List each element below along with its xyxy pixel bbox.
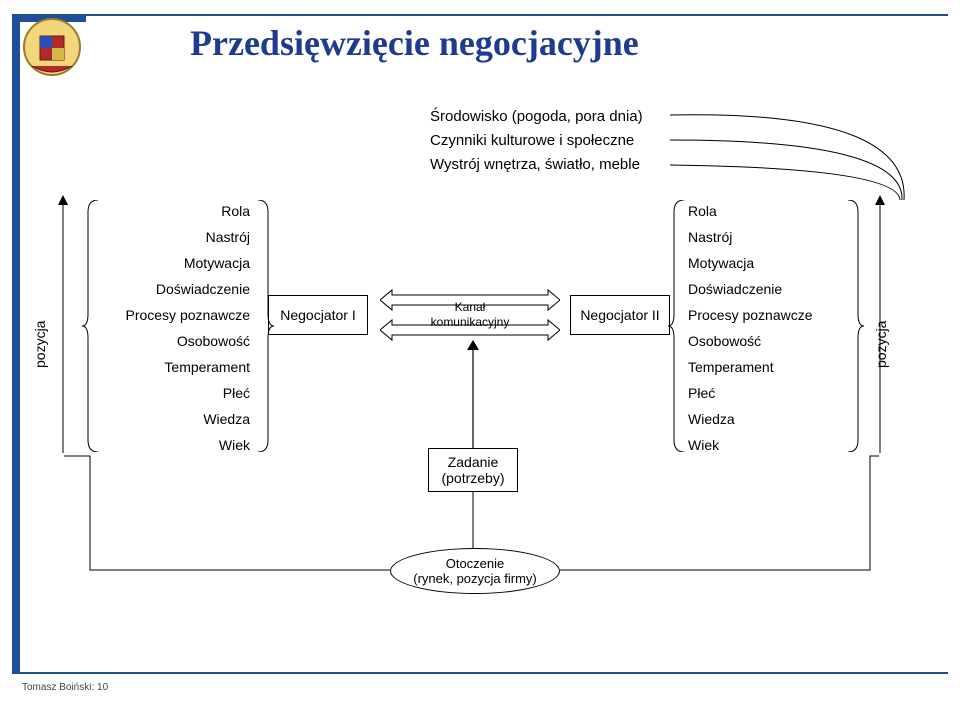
position-arrow-right [872,195,888,455]
attr-item: Motywacja [688,250,848,276]
frame-left-bar [12,14,20,674]
task-box: Zadanie (potrzeby) [428,448,518,492]
position-label-left: pozycja [32,321,48,368]
footer-author: Tomasz Boiński: 10 [22,682,108,693]
page-title: Przedsięwzięcie negocjacyjne [190,22,639,64]
negotiator-2-label: Negocjator II [580,307,659,323]
attr-item: Procesy poznawcze [688,302,848,328]
frame-top-line [86,14,948,16]
attr-item: Płeć [688,380,848,406]
attr-item: Wiek [688,432,848,458]
attr-item: Motywacja [100,250,250,276]
channel-line1: Kanał [430,300,510,315]
context-line1: Otoczenie [446,556,505,571]
context-oval: Otoczenie (rynek, pozycja firmy) [390,548,560,594]
env-line: Środowisko (pogoda, pora dnia) [430,105,643,129]
attr-item: Płeć [100,380,250,406]
attr-item: Temperament [100,354,250,380]
attr-item: Rola [688,198,848,224]
attr-item: Nastrój [688,224,848,250]
task-arrow-up [463,340,483,450]
channel-line2: komunikacyjny [430,315,510,330]
channel-label: Kanał komunikacyjny [430,300,510,330]
attr-item: Osobowość [688,328,848,354]
attr-item: Osobowość [100,328,250,354]
frame-bottom-line [12,672,948,674]
negotiator-1-label: Negocjator I [280,307,355,323]
attributes-left: Rola Nastrój Motywacja Doświadczenie Pro… [100,198,250,458]
context-line2: (rynek, pozycja firmy) [413,571,537,586]
environment-block: Środowisko (pogoda, pora dnia) Czynniki … [430,105,643,177]
position-arrow-left [55,195,71,455]
brace-right-neg [668,200,688,452]
env-line: Czynniki kulturowe i społeczne [430,129,643,153]
attr-item: Temperament [688,354,848,380]
brace-left-attrs [82,200,102,452]
attr-item: Doświadczenie [100,276,250,302]
attr-item: Procesy poznawcze [100,302,250,328]
attr-item: Rola [100,198,250,224]
attr-item: Nastrój [100,224,250,250]
attributes-right: Rola Nastrój Motywacja Doświadczenie Pro… [688,198,848,458]
attr-item: Doświadczenie [688,276,848,302]
attr-item: Wiek [100,432,250,458]
brace-right-attrs [844,200,864,452]
task-line2: (potrzeby) [441,470,504,486]
negotiator-1-box: Negocjator I [268,295,368,335]
university-logo [22,18,82,76]
negotiator-2-box: Negocjator II [570,295,670,335]
brace-left-neg [254,200,274,452]
task-line1: Zadanie [448,454,499,470]
env-line: Wystrój wnętrza, światło, meble [430,153,643,177]
attr-item: Wiedza [100,406,250,432]
attr-item: Wiedza [688,406,848,432]
